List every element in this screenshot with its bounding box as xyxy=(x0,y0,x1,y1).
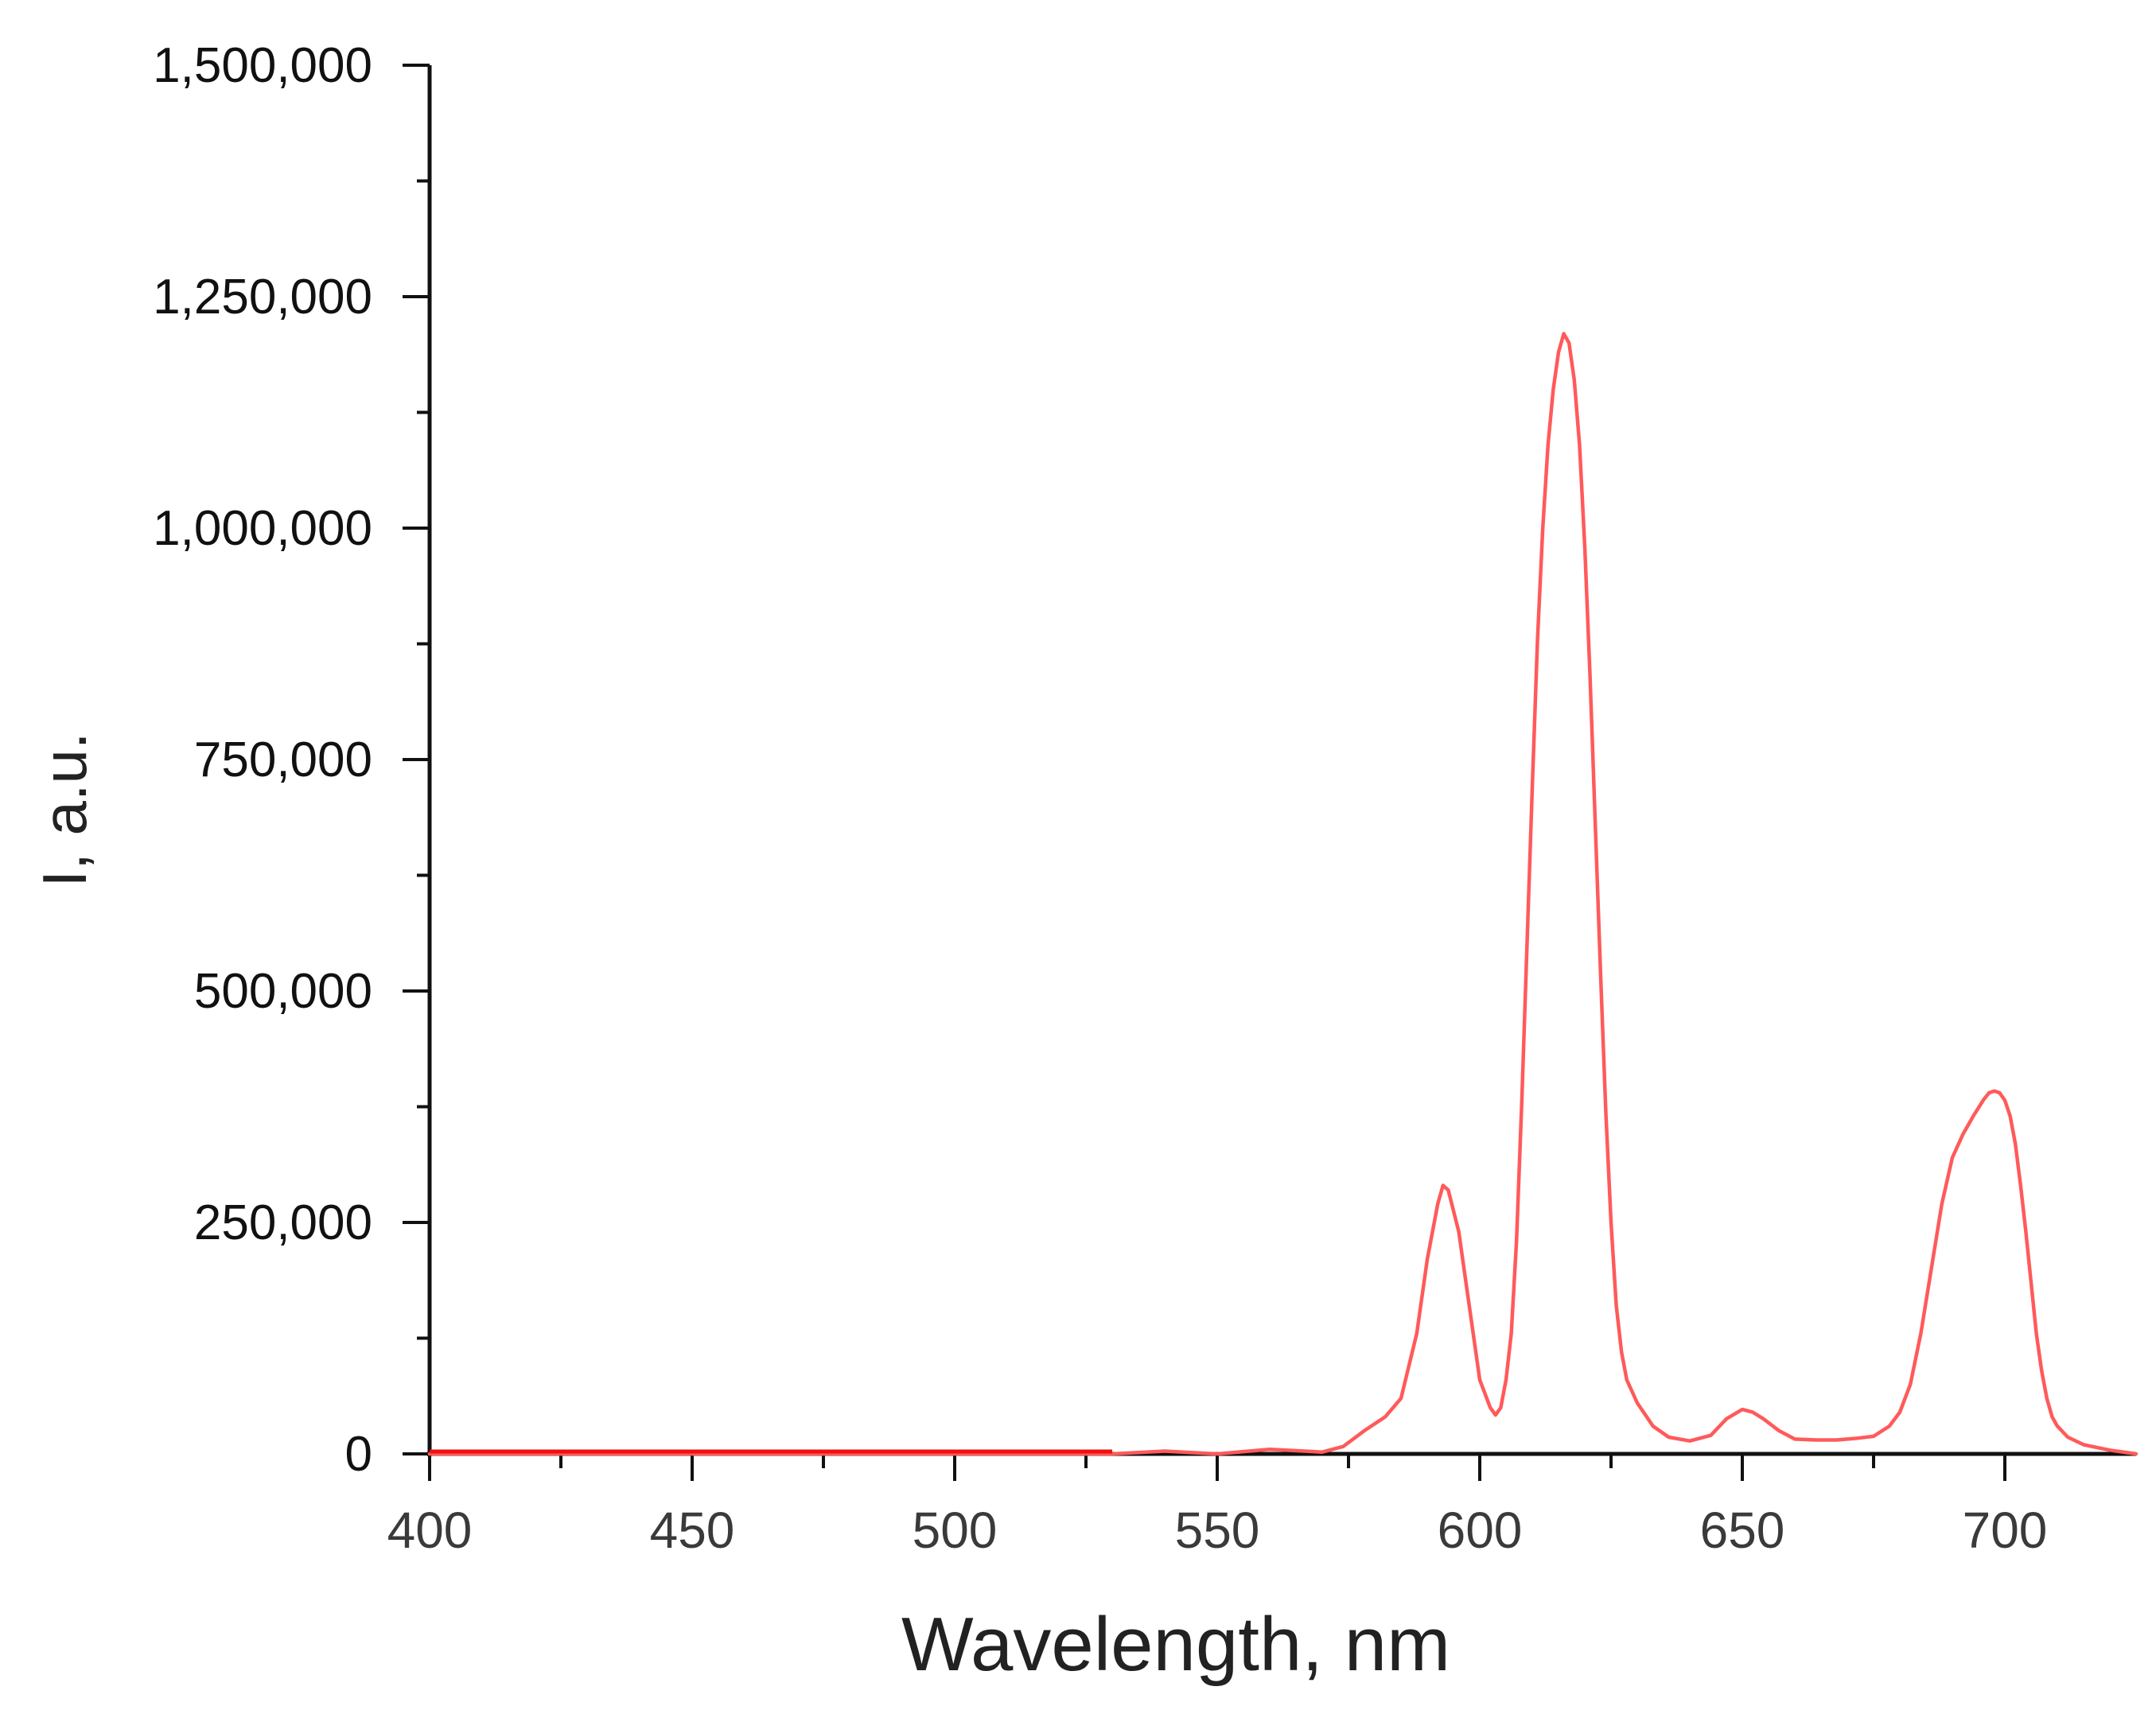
x-tick-label: 500 xyxy=(913,1502,998,1559)
x-tick-label: 450 xyxy=(650,1502,735,1559)
x-tick-label: 400 xyxy=(387,1502,473,1559)
y-axis: 0 250,000 500,000 750,000 1,000,000 1,250,000… xyxy=(153,38,432,1482)
x-tick-label: 700 xyxy=(1963,1502,2048,1559)
y-tick-label: 750,000 xyxy=(194,733,372,787)
y-tick-label: 1,500,000 xyxy=(153,38,372,93)
y-tick-label: 500,000 xyxy=(194,964,372,1019)
y-tick-label: 1,250,000 xyxy=(153,270,372,325)
y-tick-label: 1,000,000 xyxy=(153,501,372,556)
emission-spectrum-line xyxy=(427,332,2138,1456)
y-tick-label: 0 xyxy=(345,1427,372,1482)
y-axis-title: I, a.u. xyxy=(29,732,99,887)
y-tick-label: 250,000 xyxy=(194,1195,372,1250)
x-axis: 400 450 500 550 600 650 700 xyxy=(387,1452,2136,1559)
x-tick-label: 600 xyxy=(1438,1502,1523,1559)
x-tick-label: 650 xyxy=(1700,1502,1785,1559)
x-tick-label: 550 xyxy=(1175,1502,1260,1559)
x-axis-title: Wavelength, nm xyxy=(901,1602,1450,1687)
series-layer xyxy=(427,332,2138,1456)
